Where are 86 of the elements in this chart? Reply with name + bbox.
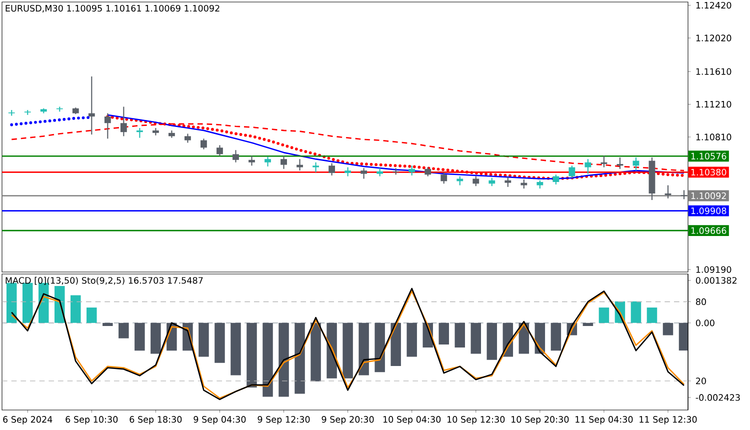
x-tick-label: 6 Sep 2024	[3, 416, 52, 424]
bar	[70, 295, 81, 323]
y-tick-label: 0.001382	[696, 277, 736, 284]
candlestick	[88, 76, 95, 136]
bar	[662, 322, 674, 336]
bar	[582, 322, 594, 326]
bar	[486, 322, 498, 360]
bar	[598, 308, 610, 323]
bar	[102, 322, 113, 326]
candlestick	[232, 150, 239, 163]
bar	[150, 322, 161, 354]
x-tick-label: 9 Sep 20:30	[322, 416, 374, 424]
chart-title: EURUSD,M30 1.10095 1.10161 1.10069 1.10092	[6, 4, 220, 12]
bar	[358, 322, 369, 376]
y2-tick-label: 20	[696, 378, 706, 384]
bar	[310, 322, 321, 382]
bar	[118, 322, 129, 338]
y-tick-label: 1.12020	[696, 34, 732, 42]
ref-line-label: 1.10092	[691, 192, 726, 200]
bar	[198, 322, 209, 357]
bar	[214, 322, 225, 363]
bar	[454, 322, 465, 348]
candlestick	[280, 155, 287, 170]
bar	[86, 308, 97, 323]
candlestick	[120, 106, 127, 137]
bar	[230, 322, 241, 376]
ref-line-label: 1.10576	[691, 152, 726, 160]
x-tick-label: 10 Sep 20:30	[512, 416, 569, 424]
bar	[374, 322, 385, 372]
bar	[278, 322, 289, 397]
bar	[550, 322, 562, 351]
candlestick	[584, 158, 592, 174]
candlestick	[568, 165, 576, 178]
candlestick	[472, 176, 480, 187]
candlestick	[136, 127, 143, 138]
bar	[390, 322, 401, 366]
bar	[262, 322, 273, 397]
y-tick-label: 1.09190	[696, 266, 732, 273]
x-tick-label: 11 Sep 12:30	[640, 416, 697, 424]
bar	[470, 322, 482, 354]
candlestick	[552, 174, 560, 185]
ref-line-label: 1.10380	[691, 168, 726, 176]
bar	[406, 322, 417, 357]
candlestick	[200, 138, 207, 150]
y-tick-label: 1.11610	[696, 68, 732, 75]
x-tick-label: 6 Sep 18:30	[130, 416, 182, 424]
candlestick	[504, 176, 512, 188]
y-tick-label: 1.10810	[696, 134, 732, 140]
bar	[646, 308, 658, 323]
x-tick-label: 10 Sep 12:30	[447, 416, 505, 424]
y-tick-label: 0.00	[696, 320, 714, 326]
x-tick-label: 9 Sep 12:30	[258, 416, 310, 424]
bar	[630, 301, 642, 323]
y2-tick-label: 80	[696, 298, 706, 306]
x-tick-label: 11 Sep 04:30	[576, 416, 633, 424]
candlestick	[264, 156, 271, 167]
candlestick	[328, 162, 335, 176]
bar	[6, 282, 17, 323]
candlestick	[296, 158, 303, 172]
candlestick	[216, 144, 223, 156]
candlestick	[520, 179, 528, 190]
candlestick	[360, 168, 368, 180]
candlestick	[456, 176, 464, 186]
candlestick	[312, 162, 319, 173]
candlestick	[632, 156, 640, 172]
y-tick-label: -0.002423	[696, 394, 740, 401]
candlestick	[104, 112, 111, 140]
ref-line-label: 1.09666	[691, 227, 726, 234]
candlestick	[440, 172, 448, 184]
chart-title: MACD [0](13,50) Sto(9,2,5) 16.5703 17.5487	[6, 276, 203, 285]
bar	[678, 322, 688, 351]
candlestick	[184, 133, 191, 144]
bar	[246, 322, 257, 388]
bar	[22, 282, 33, 323]
bar	[342, 322, 353, 378]
x-tick-label: 9 Sep 04:30	[194, 416, 246, 424]
y-tick-label: 1.12420	[696, 2, 732, 9]
bar	[294, 322, 305, 394]
ref-line-label: 1.09908	[691, 207, 726, 214]
bar	[134, 322, 145, 351]
x-tick-label: 6 Sep 10:30	[66, 416, 118, 424]
bar	[438, 322, 449, 344]
candlestick	[408, 165, 416, 176]
candlestick	[248, 155, 255, 166]
x-tick-label: 10 Sep 04:30	[383, 416, 441, 424]
y-tick-label: 1.11210	[696, 100, 732, 108]
